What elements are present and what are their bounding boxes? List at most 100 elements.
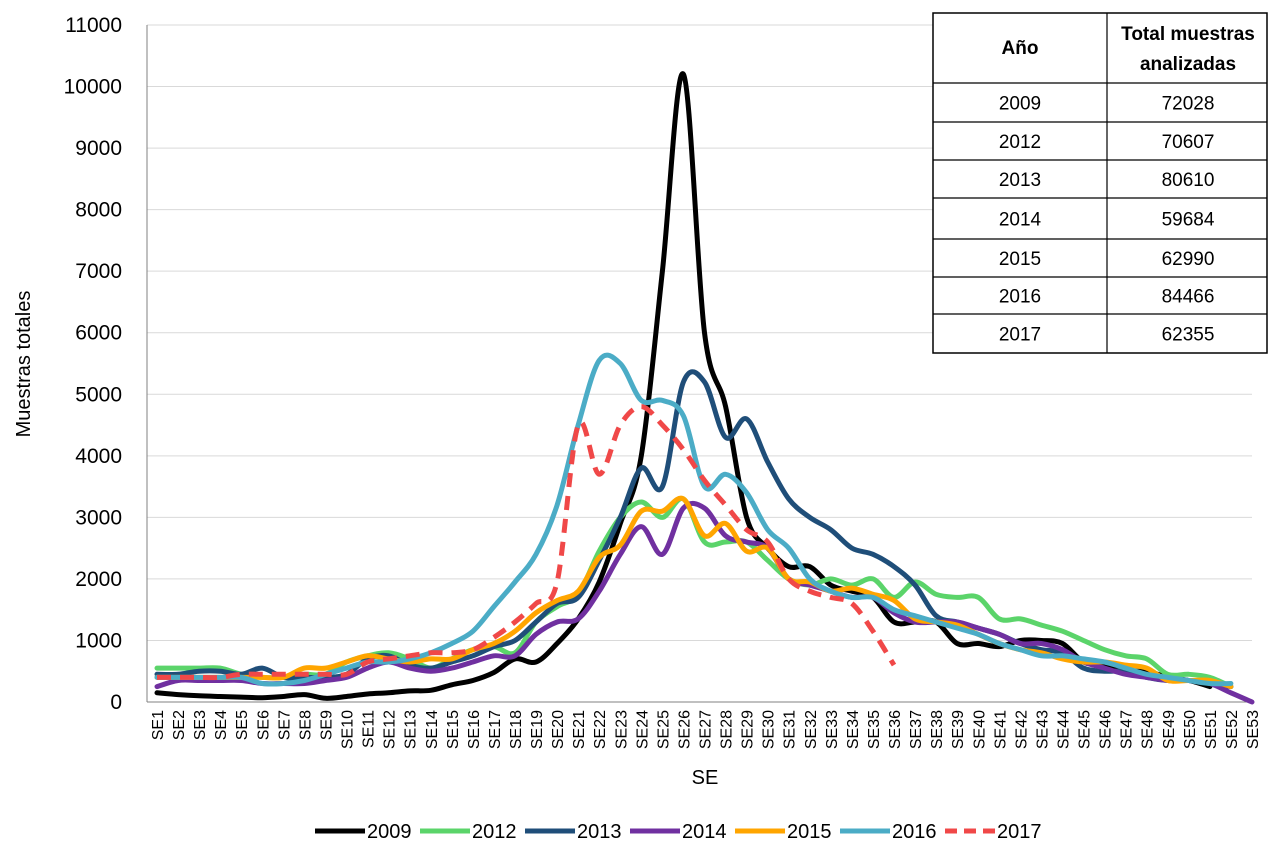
x-tick-label: SE7 xyxy=(276,710,293,740)
x-tick-label: SE33 xyxy=(824,710,841,749)
x-tick-label: SE51 xyxy=(1203,710,1220,749)
x-tick-label: SE40 xyxy=(971,710,988,749)
x-tick-label: SE5 xyxy=(234,710,251,740)
series-line-2016 xyxy=(154,352,1234,687)
x-tick-label: SE27 xyxy=(698,710,715,749)
x-tick-label: SE43 xyxy=(1034,710,1051,749)
x-tick-label: SE1 xyxy=(150,710,167,740)
x-tick-label: SE48 xyxy=(1140,710,1157,749)
table-cell-total: 62990 xyxy=(1162,249,1215,270)
y-tick-label: 7000 xyxy=(75,260,122,283)
legend-label-2012: 2012 xyxy=(472,821,517,843)
x-axis-title: SE xyxy=(692,767,719,789)
x-tick-label: SE20 xyxy=(550,710,567,749)
y-tick-label: 1000 xyxy=(75,629,122,652)
x-tick-label: SE28 xyxy=(719,710,736,749)
table-border xyxy=(932,12,1268,354)
x-tick-label: SE41 xyxy=(992,710,1009,749)
y-tick-label: 6000 xyxy=(75,322,122,345)
y-tick-label: 0 xyxy=(110,691,122,714)
x-tick-label: SE14 xyxy=(424,710,441,749)
x-tick-label: SE16 xyxy=(466,710,483,749)
x-tick-label: SE30 xyxy=(761,710,778,749)
x-tick-label: SE32 xyxy=(803,710,820,749)
x-tick-label: SE18 xyxy=(508,710,525,749)
y-tick-label: 11000 xyxy=(65,14,122,37)
x-tick-label: SE24 xyxy=(634,710,651,749)
table-header-year: Año xyxy=(1002,38,1039,59)
x-tick-label: SE50 xyxy=(1182,710,1199,749)
x-tick-label: SE26 xyxy=(676,710,693,749)
legend-label-2014: 2014 xyxy=(682,821,727,843)
legend-label-2009: 2009 xyxy=(367,821,412,843)
series-lines xyxy=(154,71,1255,705)
table-cell-year: 2013 xyxy=(999,170,1041,191)
y-axis-title: Muestras totales xyxy=(13,291,35,438)
x-tick-label: SE23 xyxy=(613,710,630,749)
legend-label-2015: 2015 xyxy=(787,821,832,843)
x-tick-label: SE38 xyxy=(929,710,946,749)
y-tick-label: 2000 xyxy=(75,568,122,591)
series-line-2009 xyxy=(154,71,1213,701)
x-tick-label: SE47 xyxy=(1119,710,1136,749)
y-tick-labels: 0 1000 2000 3000 4000 5000 6000 7000 8000 9000 100… xyxy=(64,14,122,714)
x-tick-labels: SE1 SE2 SE3 SE4 SE5 SE6 SE7 SE8 SE9 SE10 SE11 SE12 S… xyxy=(150,710,1262,749)
series-line-2013 xyxy=(154,369,1234,690)
x-tick-label: SE10 xyxy=(340,710,357,749)
table-cell-year: 2016 xyxy=(999,287,1041,308)
x-tick-label: SE19 xyxy=(529,710,546,749)
table-cell-total: 70607 xyxy=(1162,132,1215,153)
x-tick-label: SE3 xyxy=(192,710,209,740)
x-tick-label: SE29 xyxy=(740,710,757,749)
x-tick-label: SE13 xyxy=(403,710,420,749)
y-tick-label: 4000 xyxy=(75,445,122,468)
x-tick-label: SE35 xyxy=(866,710,883,749)
x-tick-label: SE53 xyxy=(1245,710,1262,749)
x-tick-label: SE11 xyxy=(361,710,378,748)
x-tick-label: SE17 xyxy=(487,710,504,749)
series-line-2014 xyxy=(154,500,1255,705)
x-tick-label: SE36 xyxy=(887,710,904,749)
table-cell-total: 62355 xyxy=(1162,325,1215,346)
table-cell-total: 59684 xyxy=(1162,210,1215,231)
y-tick-label: 5000 xyxy=(75,383,122,406)
x-tick-label: SE34 xyxy=(845,710,862,749)
totals-table: Año Total muestras analizadas 2009 72028 2… xyxy=(932,12,1268,354)
x-tick-label: SE31 xyxy=(782,710,799,749)
y-tick-label: 10000 xyxy=(64,76,122,99)
axes xyxy=(146,25,1252,703)
y-tick-label: 9000 xyxy=(75,137,122,160)
x-tick-label: SE37 xyxy=(908,710,925,749)
y-tick-label: 8000 xyxy=(75,199,122,222)
table-cell-year: 2017 xyxy=(999,325,1041,346)
table-cell-year: 2012 xyxy=(999,132,1041,153)
x-tick-label: SE21 xyxy=(571,710,588,749)
x-tick-label: SE9 xyxy=(318,710,335,740)
table-header-total-line1: Total muestras xyxy=(1121,24,1255,45)
x-tick-label: SE6 xyxy=(255,710,272,740)
x-tick-label: SE45 xyxy=(1077,710,1094,749)
legend-label-2017: 2017 xyxy=(997,821,1042,843)
x-tick-label: SE52 xyxy=(1224,710,1241,749)
x-tick-label: SE49 xyxy=(1161,710,1178,749)
x-tick-label: SE42 xyxy=(1013,710,1030,749)
x-tick-label: SE15 xyxy=(445,710,462,749)
table-cell-total: 72028 xyxy=(1162,94,1215,115)
y-tick-label: 3000 xyxy=(75,506,122,529)
legend-label-2016: 2016 xyxy=(892,821,937,843)
x-tick-label: SE4 xyxy=(213,710,230,740)
x-tick-label: SE2 xyxy=(171,710,188,740)
table-cell-total: 84466 xyxy=(1162,287,1215,308)
table-header-total-line2: analizadas xyxy=(1140,54,1236,75)
legend-label-2013: 2013 xyxy=(577,821,622,843)
legend: 2009 2012 2013 2014 2015 2016 2017 xyxy=(315,821,1042,843)
table-cell-year: 2009 xyxy=(999,94,1041,115)
x-tick-label: SE39 xyxy=(950,710,967,749)
x-tick-label: SE12 xyxy=(382,710,399,749)
table-cell-year: 2014 xyxy=(999,210,1042,231)
series-line-2017 xyxy=(156,404,897,681)
x-tick-label: SE44 xyxy=(1055,710,1072,749)
table-cell-total: 80610 xyxy=(1162,170,1215,191)
x-tick-label: SE22 xyxy=(592,710,609,749)
